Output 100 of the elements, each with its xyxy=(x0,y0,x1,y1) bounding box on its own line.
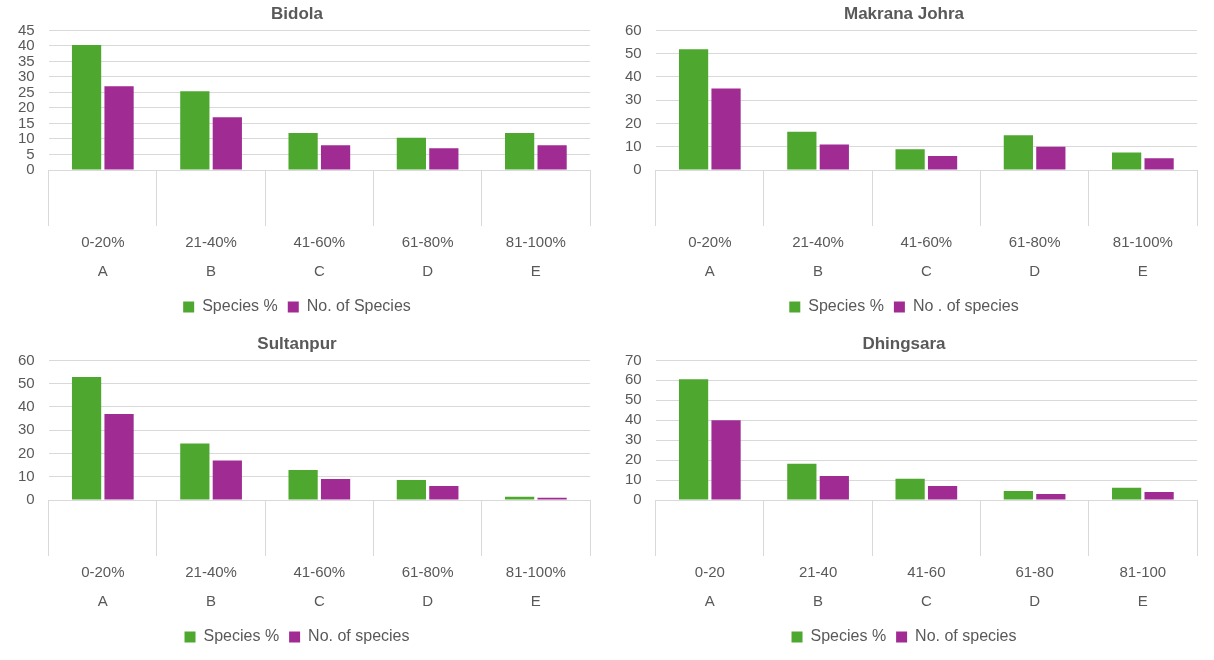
chart-title: Bidola xyxy=(271,3,324,23)
chart-title: Dhingsara xyxy=(862,333,947,353)
x-tick-label: 21-40% B xyxy=(185,233,237,279)
bar xyxy=(1036,146,1066,170)
y-tick-label: 20 xyxy=(18,443,35,461)
y-tick-label: 40 xyxy=(625,410,642,428)
y-tick-label: 20 xyxy=(18,98,35,116)
y-tick-label: 5 xyxy=(26,144,35,162)
x-tick-label: 21-40% B xyxy=(792,233,844,279)
y-tick-label: 40 xyxy=(18,36,35,54)
bar xyxy=(505,133,535,170)
bar xyxy=(537,145,567,170)
bar xyxy=(320,479,351,500)
y-tick-label: 40 xyxy=(18,397,35,415)
y-tick-label: 50 xyxy=(625,43,642,61)
legend-label: No. of Species xyxy=(306,297,411,315)
y-tick-label: 45 xyxy=(18,20,35,38)
bar xyxy=(711,420,741,500)
bar xyxy=(71,376,102,500)
x-tick-label: 81-100 E xyxy=(1119,563,1167,609)
x-tick-label: 61-80% D xyxy=(401,563,454,609)
y-tick-label: 30 xyxy=(625,90,642,108)
y-tick-label: 30 xyxy=(18,420,35,438)
x-tick-label: 41-60% C xyxy=(293,233,346,279)
bar xyxy=(212,117,242,170)
legend-label: Species % xyxy=(203,627,280,645)
bar xyxy=(819,476,849,500)
bar xyxy=(1036,494,1066,500)
bar xyxy=(1112,487,1142,500)
x-tick-label: 81-100% E xyxy=(505,563,566,609)
x-tick-label: 41-60% C xyxy=(293,563,346,609)
y-tick-label: 30 xyxy=(18,67,35,85)
bar xyxy=(1003,135,1033,170)
y-tick-label: 15 xyxy=(18,113,35,131)
bar xyxy=(895,478,925,500)
y-tick-label: 10 xyxy=(625,136,642,154)
bar xyxy=(396,137,426,170)
y-tick-label: 40 xyxy=(625,67,642,85)
bar xyxy=(288,133,318,170)
y-tick-label: 30 xyxy=(625,430,642,448)
x-tick-label: 81-100% E xyxy=(1112,233,1173,279)
chart-title: Makrana Johra xyxy=(844,3,965,23)
legend-label: Species % xyxy=(808,297,884,315)
bar xyxy=(1112,152,1142,170)
legend-label: Species % xyxy=(202,297,278,315)
y-tick-label: 60 xyxy=(625,20,642,38)
y-tick-label: 60 xyxy=(18,350,35,368)
x-tick-label: 0-20% A xyxy=(688,233,732,279)
bar xyxy=(678,49,709,170)
bar xyxy=(71,44,102,170)
y-tick-label: 50 xyxy=(625,390,642,408)
legend-label: No . of species xyxy=(912,297,1019,315)
x-tick-label: 61-80% D xyxy=(401,233,454,279)
x-tick-label: 61-80% D xyxy=(1008,233,1061,279)
bar xyxy=(787,463,817,500)
bar xyxy=(819,144,849,170)
y-tick-label: 10 xyxy=(18,466,35,484)
bar xyxy=(104,86,134,170)
legend-label: No. of species xyxy=(308,627,410,645)
bar xyxy=(212,460,242,500)
y-tick-label: 50 xyxy=(18,373,35,391)
y-tick-label: 0 xyxy=(633,490,642,508)
y-tick-label: 35 xyxy=(18,51,35,69)
bar xyxy=(895,149,925,170)
bar xyxy=(320,145,351,170)
bar xyxy=(1144,492,1174,500)
y-tick-label: 25 xyxy=(18,82,35,100)
x-tick-label: 41-60% C xyxy=(900,233,953,279)
y-tick-label: 10 xyxy=(625,470,642,488)
x-tick-label: 41-60 C xyxy=(907,563,946,609)
x-tick-label: 21-40% B xyxy=(185,563,237,609)
x-tick-label: 61-80 D xyxy=(1015,563,1054,609)
bar xyxy=(429,148,459,170)
bar xyxy=(180,91,210,170)
y-tick-label: 10 xyxy=(18,129,35,147)
bar xyxy=(787,131,817,170)
bar xyxy=(711,88,741,170)
bar xyxy=(288,469,318,500)
x-tick-label: 0-20 A xyxy=(694,563,725,609)
y-tick-label: 20 xyxy=(625,450,642,468)
x-tick-label: 0-20% A xyxy=(81,563,125,609)
bar xyxy=(1144,158,1174,170)
y-tick-label: 0 xyxy=(26,160,35,178)
y-tick-label: 0 xyxy=(26,490,35,508)
bar xyxy=(104,413,134,500)
bar xyxy=(1003,491,1033,500)
bar xyxy=(180,443,210,500)
bar xyxy=(927,156,958,170)
y-tick-label: 60 xyxy=(625,370,642,388)
x-tick-label: 0-20% A xyxy=(81,233,125,279)
bar xyxy=(678,379,709,500)
x-tick-label: 21-40 B xyxy=(798,563,838,609)
bar xyxy=(505,496,535,500)
y-tick-label: 0 xyxy=(633,160,642,178)
bar xyxy=(927,486,958,500)
y-tick-label: 70 xyxy=(625,350,642,368)
legend-label: No. of species xyxy=(915,627,1017,645)
x-tick-label: 81-100% E xyxy=(505,233,566,279)
legend-label: Species % xyxy=(810,627,887,645)
chart-title: Sultanpur xyxy=(257,333,338,353)
